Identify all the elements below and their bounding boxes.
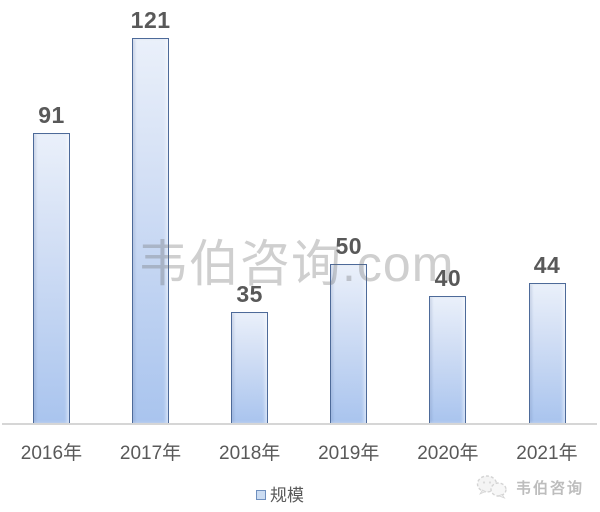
x-axis-label: 2019年 [318, 443, 380, 464]
legend: 规模 [256, 481, 304, 506]
x-axis-label: 2017年 [119, 443, 182, 464]
bar-2019年 [330, 263, 368, 423]
value-label: 121 [130, 7, 171, 33]
bar-2016年 [33, 133, 70, 423]
bar-2020年 [429, 295, 467, 423]
bar-2018年 [231, 311, 269, 423]
value-label: 50 [335, 232, 363, 259]
brand-name: 韦伯咨询 [515, 479, 584, 497]
legend-label: 规模 [270, 486, 304, 505]
value-label: 40 [434, 264, 462, 291]
x-axis-baseline [2, 423, 597, 425]
brand-mark: 韦伯咨询 [475, 474, 584, 500]
plot-area: 91 121 35 50 40 44 [33, 7, 566, 423]
legend-swatch-icon [256, 489, 266, 500]
value-label: 91 [38, 102, 65, 129]
wechat-icon [476, 475, 507, 499]
x-axis-label: 2020年 [417, 443, 479, 464]
value-label: 35 [236, 280, 263, 307]
x-axis-label: 2018年 [219, 443, 281, 464]
x-axis-label: 2016年 [20, 443, 83, 464]
bar-2021年 [528, 283, 566, 423]
value-label: 44 [533, 252, 561, 278]
x-axis-label: 2021年 [516, 443, 578, 464]
bar-2017年 [132, 38, 170, 423]
